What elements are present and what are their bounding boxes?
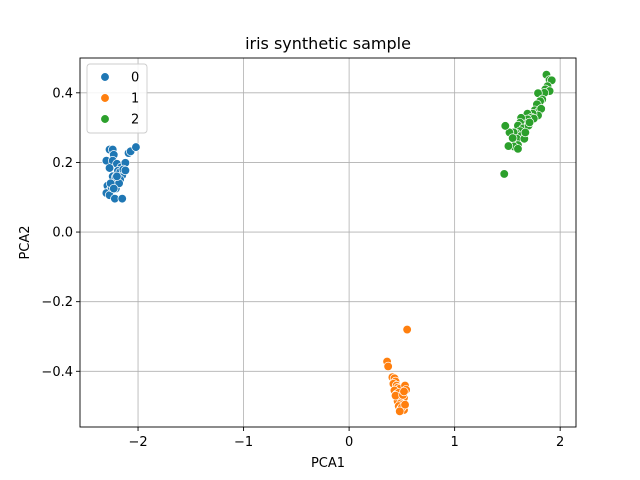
- scatter-point-class-1: [399, 386, 409, 397]
- data-points: [101, 70, 557, 416]
- scatter-point-class-2: [513, 144, 523, 154]
- x-axis-ticks: −2 −1 0 1 2: [128, 427, 564, 450]
- y-tick-label: 0.4: [52, 86, 73, 101]
- y-tick-label: −0.2: [41, 295, 73, 310]
- y-axis-label: PCA2: [18, 225, 33, 259]
- x-tick-label: 1: [450, 435, 458, 450]
- scatter-point-class-0: [131, 142, 141, 152]
- y-tick-label: −0.4: [41, 365, 73, 380]
- scatter-point-class-1: [400, 400, 410, 410]
- scatter-point-class-1: [383, 361, 393, 372]
- y-axis-ticks: −0.4 −0.2 0.0 0.2 0.4: [41, 86, 80, 380]
- scatter-point-class-1: [402, 324, 412, 335]
- scatter-point-class-0: [117, 193, 127, 204]
- legend-marker: [100, 114, 110, 124]
- x-tick-label: 2: [556, 435, 564, 450]
- scatter-point-class-0: [104, 163, 115, 173]
- x-tick-label: −1: [234, 435, 253, 450]
- scatter-point-class-2: [500, 121, 510, 131]
- scatter-point-class-0: [112, 171, 122, 182]
- legend-label: 2: [131, 113, 139, 128]
- y-tick-label: 0.2: [52, 156, 73, 171]
- legend-label: 1: [131, 92, 139, 107]
- scatter-point-class-1: [395, 406, 405, 416]
- x-axis-label: PCA1: [311, 456, 345, 471]
- plot-frame: [79, 57, 577, 428]
- legend: 0 1 2: [86, 63, 148, 134]
- scatter-point-class-2: [524, 117, 535, 128]
- scatter-point-class-0: [120, 165, 131, 176]
- chart-title: iris synthetic sample: [245, 34, 411, 53]
- x-tick-label: 0: [345, 435, 353, 450]
- legend-marker: [100, 93, 110, 103]
- x-tick-label: −2: [128, 435, 147, 450]
- scatter-point-class-2: [520, 127, 530, 138]
- scatter-point-class-2: [499, 169, 509, 179]
- grid-lines: [80, 58, 576, 427]
- scatter-point-class-2: [503, 141, 514, 151]
- legend-marker: [100, 72, 110, 82]
- y-tick-label: 0.0: [52, 226, 73, 241]
- legend-label: 0: [131, 71, 139, 86]
- scatter-point-class-0: [109, 183, 119, 194]
